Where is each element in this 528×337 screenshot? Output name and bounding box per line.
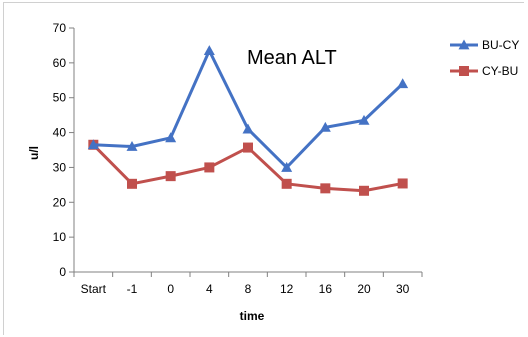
y-tick-labels: 0 10 20 30 40 50 60 70 — [53, 21, 67, 279]
data-point-cy-bu — [243, 142, 253, 153]
legend-marker-bu-cy — [458, 39, 470, 50]
x-tick-label: 16 — [319, 282, 333, 296]
y-tick-label: 10 — [53, 230, 67, 244]
legend-item-cy-bu: CY-BU — [450, 64, 518, 78]
data-point-cy-bu — [204, 162, 215, 173]
data-point-cy-bu — [281, 178, 292, 189]
x-tick-labels: Start -1 0 4 8 12 16 20 30 — [81, 282, 410, 296]
y-axis-title: u/l — [27, 146, 41, 160]
y-tick-label: 0 — [59, 265, 66, 279]
y-tick-label: 20 — [53, 195, 67, 209]
axes — [69, 27, 423, 277]
data-point-bu-cy — [165, 132, 177, 143]
y-tick-label: 70 — [53, 21, 67, 35]
data-point-cy-bu — [165, 171, 176, 182]
data-point-bu-cy — [397, 78, 409, 89]
y-tick-label: 60 — [53, 56, 67, 70]
data-point-bu-cy — [203, 45, 215, 56]
x-tick-label: 4 — [206, 282, 213, 296]
chart-title: Mean ALT — [247, 47, 337, 69]
y-tick-label: 30 — [53, 160, 67, 174]
series-bu-cy — [87, 45, 409, 172]
x-tick-label: 12 — [280, 282, 294, 296]
data-point-bu-cy — [358, 114, 370, 125]
y-tick-label: 40 — [53, 126, 67, 140]
y-tick-label: 50 — [53, 91, 67, 105]
series-cy-bu — [88, 139, 408, 196]
legend: BU-CY CY-BU — [450, 38, 519, 78]
x-tick-label: 8 — [245, 282, 252, 296]
legend-label-bu-cy: BU-CY — [482, 38, 519, 52]
legend-item-bu-cy: BU-CY — [450, 38, 519, 52]
x-tick-label: 0 — [167, 282, 174, 296]
x-tick-label: -1 — [127, 282, 138, 296]
data-point-bu-cy — [87, 139, 99, 150]
x-tick-label: Start — [81, 282, 107, 296]
data-point-cy-bu — [397, 178, 408, 189]
data-point-bu-cy — [126, 141, 138, 151]
x-axis-title: time — [240, 309, 265, 323]
legend-label-cy-bu: CY-BU — [482, 64, 518, 78]
data-point-cy-bu — [359, 185, 369, 196]
data-point-bu-cy — [319, 121, 331, 132]
series-group — [87, 45, 409, 196]
data-point-bu-cy — [242, 123, 254, 134]
x-tick-label: 20 — [357, 282, 371, 296]
chart-frame — [3, 2, 524, 335]
x-tick-label: 30 — [396, 282, 410, 296]
data-point-cy-bu — [320, 183, 331, 194]
data-point-bu-cy — [281, 161, 293, 172]
data-point-cy-bu — [127, 178, 137, 189]
legend-marker-cy-bu — [459, 66, 469, 76]
